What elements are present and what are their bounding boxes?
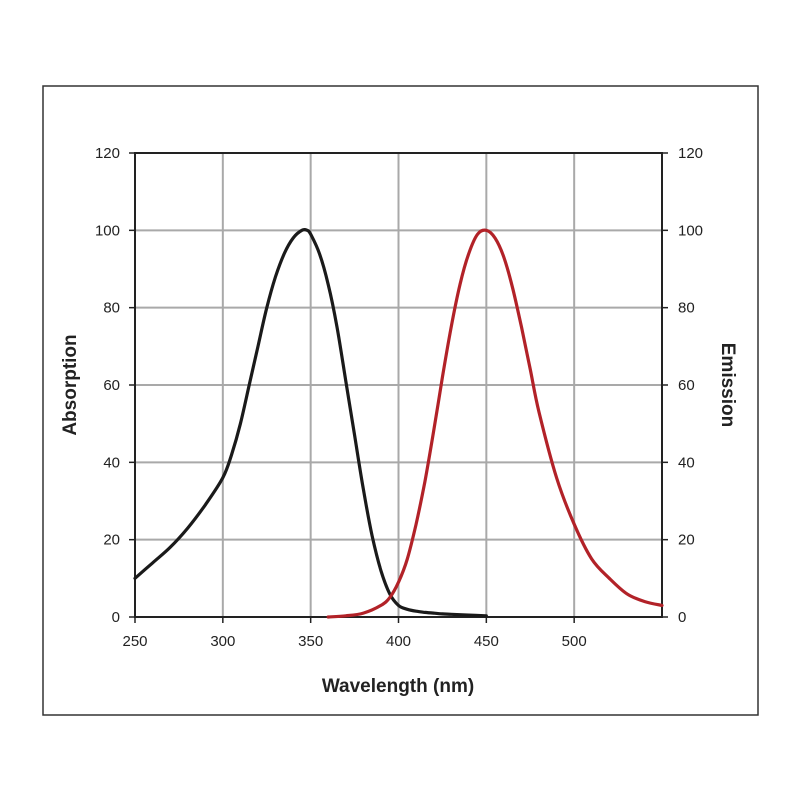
y2-tick-label: 120 (678, 145, 703, 162)
y-tick-label: 100 (95, 222, 120, 239)
y-tick-label: 40 (103, 454, 120, 471)
x-tick-label: 250 (122, 633, 147, 650)
series-line-emission (326, 228, 664, 619)
series-group (133, 227, 664, 619)
y2-tick-label: 100 (678, 222, 703, 239)
x-axis-title: Wavelength (nm) (322, 676, 474, 697)
x-tick-label: 450 (474, 633, 499, 650)
series-line-absorption (133, 227, 488, 618)
figure-frame (42, 85, 759, 716)
x-tick-label: 350 (298, 633, 323, 650)
x-tick-label: 500 (562, 633, 587, 650)
y-tick-label: 120 (95, 145, 120, 162)
y2-tick-label: 60 (678, 377, 695, 394)
tick-marks (129, 152, 668, 623)
y-tick-label: 0 (112, 609, 120, 626)
y2-tick-label: 0 (678, 609, 686, 626)
y-axis-title: Absorption (60, 334, 81, 435)
y-tick-label: 20 (103, 532, 120, 549)
y2-axis-title: Emission (717, 343, 738, 427)
tick-labels: 250 300 350 400 450 500 0 20 40 60 80 100 120 0 20 40 60… (95, 145, 703, 650)
y2-tick-label: 80 (678, 300, 695, 317)
y2-tick-label: 40 (678, 454, 695, 471)
x-tick-label: 300 (210, 633, 235, 650)
y-tick-label: 80 (103, 300, 120, 317)
y2-tick-label: 20 (678, 532, 695, 549)
x-tick-label: 400 (386, 633, 411, 650)
y-tick-label: 60 (103, 377, 120, 394)
